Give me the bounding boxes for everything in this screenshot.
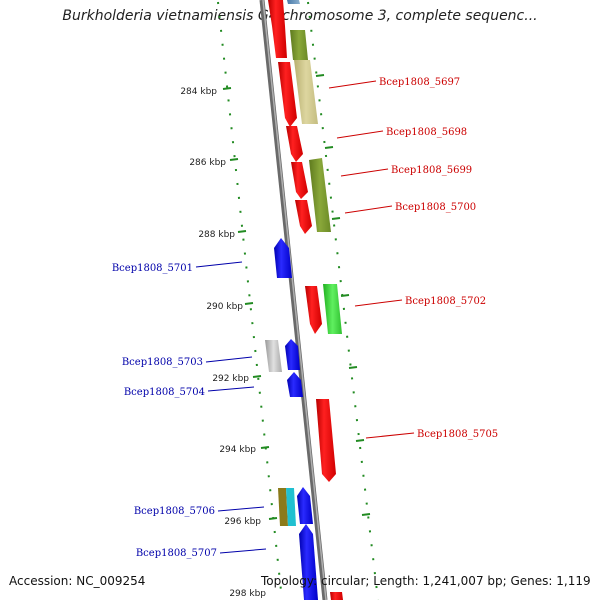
tick-label: 292 kbp	[212, 374, 249, 384]
gene-features	[265, 0, 343, 600]
gene-arrow-reverse[interactable]	[274, 238, 292, 278]
gene-arrow-reverse[interactable]	[287, 372, 303, 397]
gene-arrow[interactable]	[294, 60, 318, 124]
gene-label[interactable]: Bcep1808_5698	[386, 127, 467, 138]
gene-arrow[interactable]	[278, 488, 288, 526]
gene-arrow[interactable]	[286, 488, 296, 526]
gene-arrow[interactable]	[309, 158, 331, 232]
tick-marks	[222, 74, 371, 520]
accession-text: Accession: NC_009254	[9, 574, 146, 588]
tick-label: 294 kbp	[219, 445, 256, 455]
gene-label[interactable]: Bcep1808_5699	[391, 165, 472, 176]
label-leader-lines	[195, 80, 415, 554]
tick-label: 288 kbp	[198, 230, 235, 240]
gene-arrow-forward[interactable]	[278, 62, 297, 127]
gene-arrow[interactable]	[323, 284, 342, 334]
gene-label[interactable]: Bcep1808_5702	[405, 296, 486, 307]
gene-label[interactable]: Bcep1808_5697	[379, 77, 460, 88]
gene-arrow-forward[interactable]	[291, 162, 308, 199]
gene-arrow-reverse[interactable]	[299, 524, 318, 600]
gene-arrow-forward[interactable]	[316, 399, 336, 482]
gene-arrow-forward[interactable]	[330, 592, 343, 600]
topology-summary-text: Topology: circular; Length: 1,241,007 bp…	[261, 574, 591, 588]
gene-label[interactable]: Bcep1808_5703	[122, 357, 203, 368]
tick-label: 298 kbp	[229, 589, 266, 599]
tick-label: 290 kbp	[206, 302, 243, 312]
gene-label[interactable]: Bcep1808_5707	[136, 548, 217, 559]
tick-label: 296 kbp	[224, 517, 261, 527]
gene-arrow-forward[interactable]	[286, 126, 303, 162]
gene-arrow-reverse[interactable]	[297, 487, 313, 524]
tick-label: 284 kbp	[180, 87, 217, 97]
gene-arrow-reverse[interactable]	[285, 339, 300, 370]
gene-label[interactable]: Bcep1808_5701	[112, 263, 193, 274]
map-title: Burkholderia vietnamiensis G4 chromosome…	[62, 8, 538, 24]
gene-label[interactable]: Bcep1808_5704	[124, 387, 205, 398]
tick-label: 286 kbp	[189, 158, 226, 168]
chromosome-backbone	[259, 0, 328, 600]
chromosome-backbone-highlight	[262, 0, 327, 600]
tick-labels: 284 kbp 286 kbp 288 kbp 290 kbp 292 kbp …	[180, 87, 266, 599]
gene-label[interactable]: Bcep1808_5705	[417, 429, 498, 440]
gene-arrow-forward[interactable]	[295, 200, 312, 234]
gene-arrow[interactable]	[265, 340, 282, 372]
gene-arrow-forward[interactable]	[268, 0, 287, 58]
gene-label[interactable]: Bcep1808_5700	[395, 202, 476, 213]
gene-labels: Bcep1808_5697 Bcep1808_5698 Bcep1808_569…	[112, 77, 498, 559]
gene-arrow[interactable]	[290, 30, 308, 60]
gene-arrow-forward[interactable]	[305, 286, 322, 334]
gene-arrow[interactable]	[287, 0, 300, 4]
gene-label[interactable]: Bcep1808_5706	[134, 506, 215, 517]
